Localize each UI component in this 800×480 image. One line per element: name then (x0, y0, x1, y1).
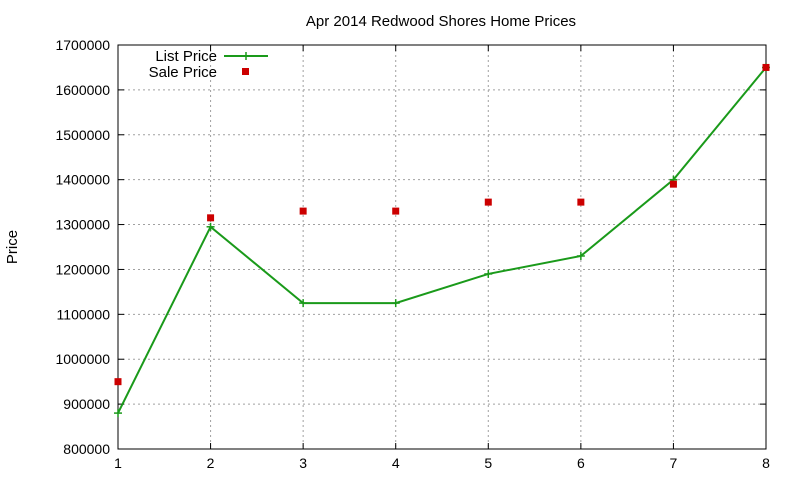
x-tick-label: 8 (762, 455, 770, 471)
x-tick-label: 1 (114, 455, 122, 471)
y-tick-label: 1100000 (57, 306, 111, 322)
data-point-sale-price (669, 180, 677, 188)
y-tick-label: 800000 (63, 441, 110, 457)
data-point-list-price (576, 251, 585, 260)
data-point-sale-price (762, 63, 770, 71)
legend-sale-price-marker (242, 68, 249, 75)
x-tick-label: 5 (484, 455, 492, 471)
data-point-sale-price (392, 207, 400, 215)
y-axis-label: Price (4, 230, 21, 264)
data-point-list-price (206, 222, 215, 231)
chart-title: Apr 2014 Redwood Shores Home Prices (306, 13, 576, 30)
x-tick-label: 3 (299, 455, 307, 471)
data-point-list-price (299, 299, 308, 308)
y-tick-label: 1600000 (55, 82, 110, 98)
axis-ticks: 800000 900000 1000000 1100000 1200000 1300000… (55, 37, 770, 471)
y-tick-label: 1500000 (55, 127, 110, 143)
x-tick-label: 4 (392, 455, 400, 471)
y-tick-label: 1400000 (55, 172, 110, 188)
data-point-sale-price (207, 214, 215, 222)
data-point-list-price (114, 409, 122, 418)
legend-list-price-marker (242, 52, 250, 60)
data-point-sale-price (577, 198, 585, 206)
grid (118, 45, 766, 449)
data-point-list-price (391, 299, 400, 308)
series-line-list-price (117, 66, 767, 414)
y-tick-label: 1700000 (55, 37, 110, 53)
series-layer (114, 63, 770, 418)
x-tick-label: 7 (670, 455, 678, 471)
x-tick-label: 2 (207, 455, 215, 471)
legend: List Price Sale Price (149, 48, 268, 81)
plot-frame (117, 44, 767, 450)
legend-label-sale-price: Sale Price (149, 64, 217, 81)
y-tick-label: 1000000 (55, 351, 110, 367)
data-point-sale-price (114, 378, 122, 386)
data-point-sale-price (484, 198, 492, 206)
data-point-list-price (484, 269, 493, 278)
data-point-sale-price (299, 207, 307, 215)
y-tick-label: 1300000 (55, 217, 110, 233)
y-tick-label: 1200000 (55, 261, 110, 277)
legend-label-list-price: List Price (155, 48, 217, 65)
y-tick-label: 900000 (63, 396, 110, 412)
x-tick-label: 6 (577, 455, 585, 471)
